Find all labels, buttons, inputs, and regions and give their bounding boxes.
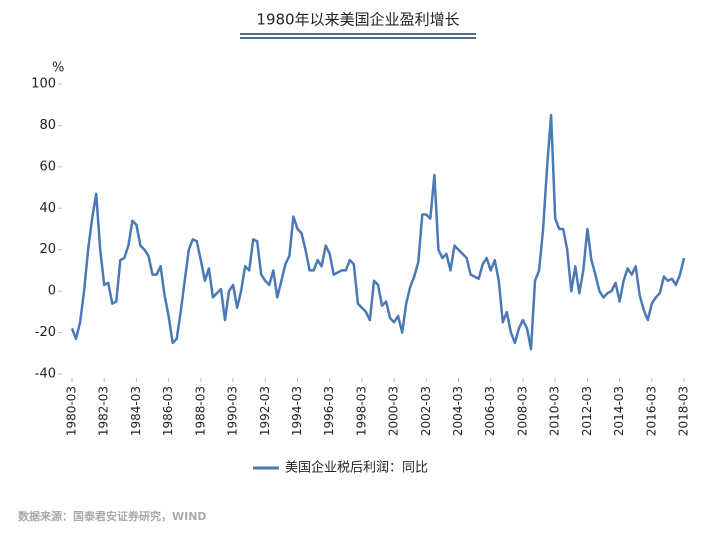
- y-tick-label: 80: [39, 118, 56, 133]
- x-tick-label: 1996-03: [322, 386, 336, 436]
- y-tick-label: 40: [39, 201, 56, 216]
- x-tick-label: 1980-03: [65, 386, 79, 436]
- x-tick-label: 2016-03: [644, 386, 658, 436]
- x-tick-label: 1994-03: [290, 386, 304, 436]
- x-tick-label: 1990-03: [226, 386, 240, 436]
- x-tick-label: 2008-03: [515, 386, 529, 436]
- legend-label: 美国企业税后利润：同比: [285, 460, 428, 476]
- y-tick-label: -20: [35, 325, 56, 340]
- y-tick-label: 0: [48, 284, 56, 299]
- x-tick-label: 1982-03: [97, 386, 111, 436]
- x-tick-label: 1998-03: [354, 386, 368, 436]
- x-tick-label: 1984-03: [129, 386, 143, 436]
- x-tick-label: 1988-03: [193, 386, 207, 436]
- x-tick-label: 2002-03: [419, 386, 433, 436]
- x-tick-label: 2018-03: [677, 386, 691, 436]
- x-tick-label: 2014-03: [612, 386, 626, 436]
- y-tick-label: 20: [39, 242, 56, 257]
- x-tick-label: 2012-03: [580, 386, 594, 436]
- x-tick-label: 2010-03: [548, 386, 562, 436]
- data-line: [70, 113, 686, 351]
- y-tick-label: 60: [39, 159, 56, 174]
- y-tick-label: -40: [35, 367, 56, 382]
- x-tick-label: 2004-03: [451, 386, 465, 436]
- y-unit: %: [52, 61, 64, 76]
- source-note: 数据来源：国泰君安证券研究，WIND: [18, 509, 207, 523]
- x-tick-label: 2006-03: [483, 386, 497, 436]
- chart-title: 1980年以来美国企业盈利增长: [256, 11, 459, 29]
- x-tick-label: 1986-03: [161, 386, 175, 436]
- x-tick-label: 2000-03: [387, 386, 401, 436]
- y-tick-label: 100: [31, 77, 56, 92]
- x-tick-label: 1992-03: [258, 386, 272, 436]
